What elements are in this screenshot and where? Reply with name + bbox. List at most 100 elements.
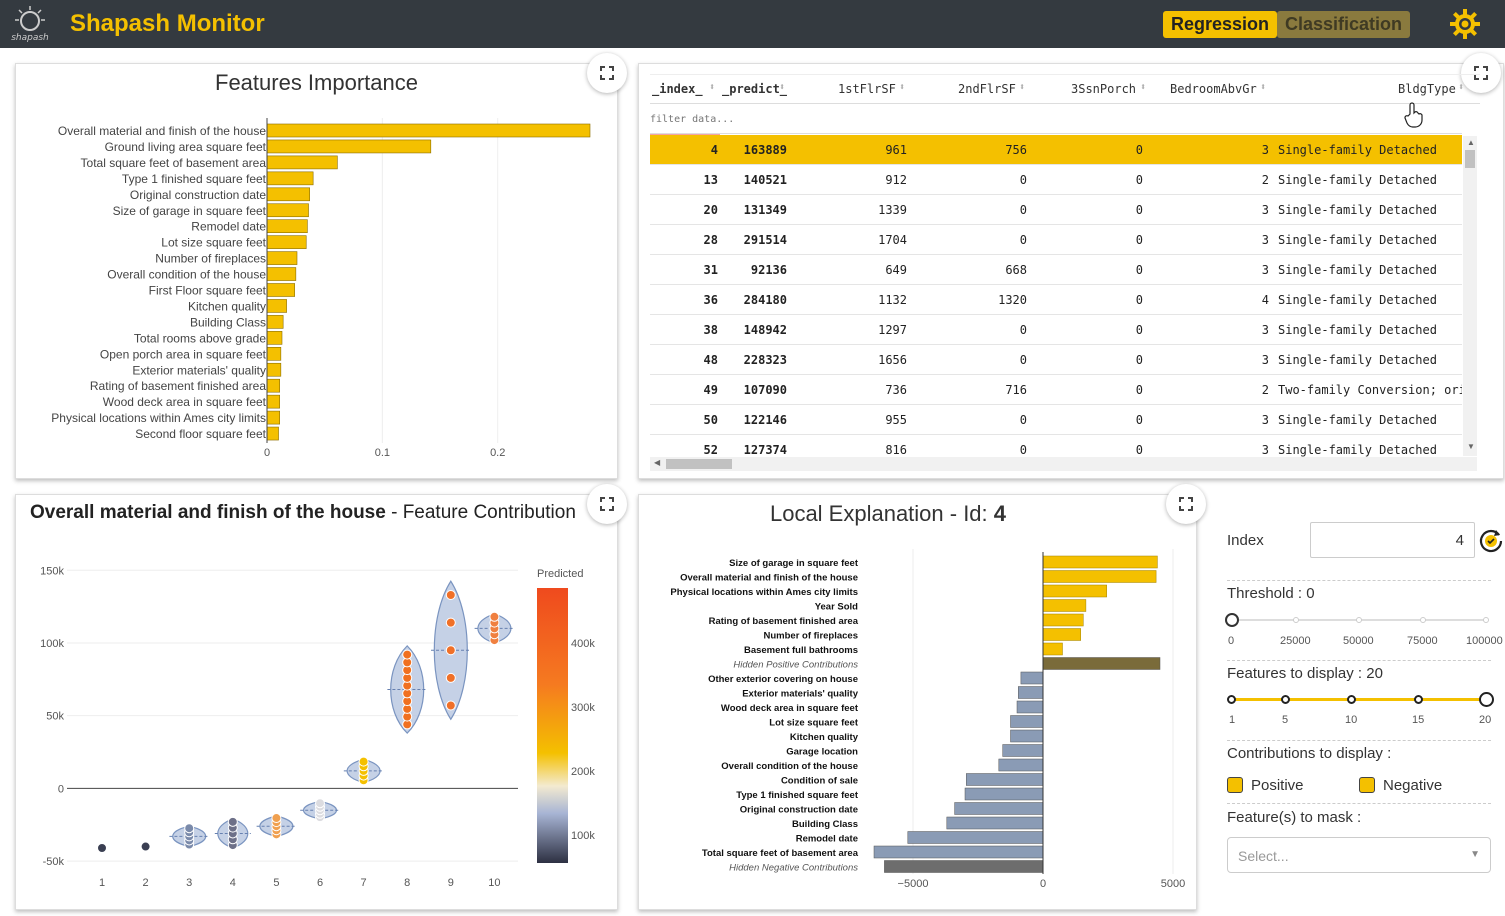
sort-icon[interactable]: ⬍ [1019,82,1026,93]
importance-bar [266,251,298,265]
expand-local-explanation-button[interactable] [1166,484,1206,524]
sort-icon[interactable]: ⬍ [709,82,716,93]
expand-table-button[interactable] [1461,53,1501,93]
table-row[interactable]: 36 284180 1132 1320 0 4 Single-family Detached [650,285,1462,315]
table-cell: Single-family Detached [1278,263,1437,277]
column-header-3ssnporch[interactable]: 3SsnPorch [1071,82,1137,96]
local-feature-label: Rating of basement finished area [709,616,859,627]
chevron-down-icon[interactable]: ▼ [1470,849,1480,860]
table-cell: 3 [1261,353,1269,367]
negative-checkbox[interactable] [1359,777,1375,793]
contribution-bar [946,816,1044,830]
contribution-bar [1002,744,1044,757]
table-cell: 1297 [878,323,907,337]
table-cell: 0 [1019,203,1027,217]
table-row[interactable]: 50 122146 955 0 0 3 Single-family Detached [650,405,1462,435]
importance-bar [266,219,308,233]
sort-icon[interactable]: ⬍ [1458,82,1465,93]
top-navbar: shapash Shapash Monitor Regression Class… [0,0,1505,48]
scrollbar-thumb[interactable] [1465,150,1475,168]
x-tick-label: 0 [264,447,270,459]
sort-icon[interactable]: ⬍ [1140,82,1147,93]
column-header-predict[interactable]: _predict_ [722,82,788,96]
tab-regression[interactable]: Regression [1163,11,1278,38]
table-cell: 0 [1135,323,1143,337]
importance-bar [266,123,591,138]
feature-label: Physical locations within Ames city limi… [51,411,266,425]
table-cell: 756 [1005,143,1027,157]
table-cell: 228323 [743,353,787,367]
scrollbar-thumb[interactable] [666,459,732,469]
y-tick-label: 150k [40,565,64,577]
table-row[interactable]: 48 228323 1656 0 0 3 Single-family Detached [650,345,1462,375]
table-cell: Single-family Detached [1278,203,1437,217]
contribution-bar [1016,700,1044,714]
table-row[interactable]: 4 163889 961 756 0 3 Single-family Detached [650,135,1462,165]
table-row[interactable]: 49 107090 736 716 0 2 Two-family Conversion; o… [650,375,1462,405]
table-cell: Single-family Detached [1278,293,1437,307]
table-cell: 92136 [750,263,787,277]
table-cell: 50 [703,413,718,427]
x-tick-label: 5 [273,877,279,889]
features-slider-handle[interactable] [1479,692,1494,707]
colorbar-tick-label: 200k [571,766,595,778]
table-cell: Single-family Detached [1278,413,1437,427]
table-cell: Single-family Detached [1278,233,1437,247]
threshold-tick [1356,617,1362,623]
positive-checkbox[interactable] [1227,777,1243,793]
scroll-left-arrow-icon[interactable]: ◀ [654,458,661,467]
index-input[interactable] [1310,522,1475,558]
column-header-2ndflrsf[interactable]: 2ndFlrSF [958,82,1016,96]
table-row[interactable]: 31 92136 649 668 0 3 Single-family Detached [650,255,1462,285]
column-header-1stflrsf[interactable]: 1stFlrSF [838,82,896,96]
contribution-bar [1042,555,1158,569]
expand-icon [600,66,614,80]
x-tick-label: 0 [1040,878,1046,890]
local-feature-label: Exterior materials' quality [742,689,858,700]
local-feature-label: Other exterior covering on house [708,674,858,685]
expand-contribution-button[interactable] [587,484,627,524]
gear-icon[interactable] [1449,8,1481,40]
features-importance-chart: Overall material and finish of the house… [51,118,591,459]
table-cell: 3 [1261,143,1269,157]
negative-label: Negative [1383,777,1443,794]
colorbar [537,588,568,863]
contribution-title-rest: - Feature Contribution [385,502,576,523]
horizontal-scrollbar[interactable]: ◀ [650,457,1477,471]
threshold-label: Threshold : 0 [1227,585,1315,602]
feature-label: Ground living area square feet [105,140,267,154]
features-to-mask-select[interactable]: Select... ▼ [1227,837,1491,873]
threshold-slider-handle[interactable] [1225,613,1239,627]
table-cell: 0 [1019,323,1027,337]
table-row[interactable]: 13 140521 912 0 0 2 Single-family Detached [650,165,1462,195]
sort-icon[interactable]: ⬍ [1260,82,1267,93]
column-header-bldgtype[interactable]: BldgType [1398,82,1456,96]
importance-bar [266,155,338,170]
sort-icon[interactable]: ⬍ [899,82,906,93]
x-tick-label: 0.1 [375,447,390,459]
table-row[interactable]: 28 291514 1704 0 0 3 Single-family Detached [650,225,1462,255]
importance-bar [266,378,280,393]
vertical-scrollbar[interactable]: ▲ ▼ [1463,136,1477,456]
contribution-bar [884,860,1044,873]
features-importance-title: Features Importance [215,70,418,95]
sort-icon[interactable]: ⬍ [779,82,786,93]
refresh-icon[interactable] [1478,527,1504,553]
colorbar-tick-label: 400k [571,638,595,650]
app-title: Shapash Monitor [70,10,265,37]
features-slider[interactable] [1232,698,1486,701]
table-row[interactable]: 20 131349 1339 0 0 3 Single-family Detached [650,195,1462,225]
scroll-down-arrow-icon[interactable]: ▼ [1467,442,1475,451]
contribution-plot-card [15,494,618,910]
column-header-index[interactable]: _index_ [652,82,703,96]
table-row[interactable]: 38 148942 1297 0 0 3 Single-family Detached [650,315,1462,345]
data-point [184,823,195,834]
scroll-up-arrow-icon[interactable]: ▲ [1467,138,1475,147]
tab-classification[interactable]: Classification [1277,11,1411,38]
contribution-bar [964,787,1044,801]
features-tick-label: 1 [1229,714,1236,726]
table-cell: 148942 [743,323,787,337]
column-header-bedroomabvgr[interactable]: BedroomAbvGr [1170,82,1257,96]
filter-data-input[interactable] [650,106,1462,134]
expand-features-importance-button[interactable] [587,53,627,93]
